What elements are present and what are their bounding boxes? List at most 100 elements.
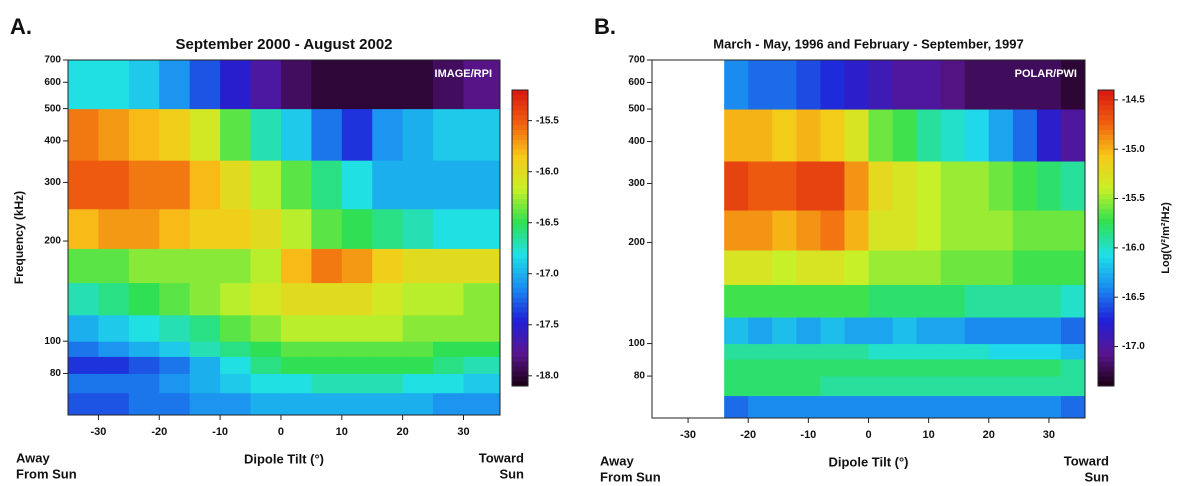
- colorbar-slice: [1098, 99, 1114, 106]
- colorbar-slice: [512, 188, 528, 195]
- colorbar-slice: [512, 252, 528, 259]
- heat-cell: [748, 284, 773, 318]
- heat-cell: [311, 356, 343, 374]
- colorbar-slice: [512, 213, 528, 219]
- colorbar-slice: [1098, 252, 1114, 259]
- y-tick-label: 200: [628, 237, 645, 248]
- colorbar-slice: [512, 326, 528, 333]
- heat-cell: [748, 109, 773, 162]
- heat-cell: [724, 358, 749, 377]
- heat-cell: [1012, 284, 1038, 318]
- heat-cell: [463, 356, 501, 374]
- heat-cell: [402, 60, 434, 110]
- heat-cell: [372, 341, 404, 357]
- heat-cell: [1012, 210, 1038, 251]
- panel-label: B.: [594, 14, 616, 39]
- colorbar-slice: [512, 154, 528, 160]
- heat-cell: [128, 208, 160, 249]
- heat-cell: [1012, 358, 1038, 377]
- colorbar-slice: [512, 302, 528, 308]
- colorbar-slice: [1098, 272, 1114, 278]
- heat-cell: [311, 248, 343, 284]
- heat-cell: [820, 395, 845, 419]
- heat-cell: [463, 314, 501, 342]
- colorbar-slice: [512, 238, 528, 244]
- colorbar-slice: [512, 183, 528, 190]
- heat-cell: [772, 250, 797, 285]
- heat-cell: [463, 208, 501, 249]
- heat-cell: [892, 161, 918, 211]
- heat-cell: [724, 210, 749, 251]
- heat-cell: [250, 108, 282, 161]
- colorbar-slice: [1098, 366, 1114, 372]
- heat-cell: [748, 376, 773, 397]
- heat-cell: [250, 392, 282, 416]
- heat-cell: [820, 60, 845, 110]
- colorbar-slice: [512, 262, 528, 269]
- colorbar-slice: [1098, 356, 1114, 362]
- heat-cell: [220, 282, 252, 316]
- colorbar-slice: [1098, 381, 1114, 387]
- colorbar-tick-label: -16.0: [536, 166, 559, 177]
- heat-cell: [796, 60, 821, 110]
- heat-cell: [724, 161, 749, 211]
- colorbar-slice: [512, 287, 528, 293]
- heat-cell: [189, 160, 221, 210]
- heat-cell: [280, 208, 312, 249]
- colorbar-slice: [1098, 233, 1114, 239]
- heat-cell: [772, 395, 797, 419]
- colorbar-slice: [1098, 351, 1114, 357]
- colorbar-tick-label: -16.0: [1122, 243, 1145, 254]
- heat-cell: [820, 376, 845, 397]
- heat-cell: [250, 341, 282, 357]
- heat-cell: [988, 109, 1014, 162]
- heat-cell: [341, 373, 373, 394]
- heat-cell: [159, 341, 191, 357]
- heat-cell: [1012, 109, 1038, 162]
- colorbar-slice: [1098, 238, 1114, 244]
- heat-cell: [868, 343, 894, 360]
- heat-cell: [844, 109, 869, 162]
- heat-cell: [433, 314, 464, 342]
- heat-cell: [892, 395, 918, 419]
- heat-cell: [159, 108, 191, 161]
- heat-cell: [844, 343, 869, 360]
- end-label-left: From Sun: [600, 469, 661, 484]
- colorbar-slice: [1098, 109, 1114, 116]
- heat-cell: [868, 109, 894, 162]
- colorbar-slice: [512, 104, 528, 111]
- heat-cell: [341, 108, 373, 161]
- heat-cell: [189, 108, 221, 161]
- y-tick-label: 100: [44, 336, 61, 347]
- heat-cell: [463, 60, 501, 110]
- panel-label: A.: [10, 14, 32, 39]
- colorbar-slice: [1098, 316, 1114, 323]
- y-tick-label: 400: [628, 136, 645, 147]
- colorbar-slice: [1098, 139, 1114, 145]
- y-tick-label: 500: [628, 104, 645, 115]
- heat-cell: [748, 161, 773, 211]
- heat-cell: [988, 395, 1014, 419]
- x-axis-title: Dipole Tilt (°): [244, 451, 324, 466]
- plot-frame: [67, 59, 501, 416]
- heat-cell: [820, 358, 845, 377]
- end-label-left: From Sun: [16, 466, 77, 481]
- colorbar-slice: [1098, 203, 1114, 209]
- colorbar-slice: [1098, 247, 1114, 254]
- x-tick-label: 0: [278, 426, 284, 438]
- colorbar-slice: [1098, 104, 1114, 111]
- heat-cell: [402, 108, 434, 161]
- colorbar-slice: [1098, 188, 1114, 195]
- heat-cell: [820, 284, 845, 318]
- heat-cell: [892, 358, 918, 377]
- heat-cell: [128, 314, 160, 342]
- heat-cell: [159, 208, 191, 249]
- heat-cell: [463, 282, 501, 316]
- heat-cell: [1060, 358, 1086, 377]
- heat-cell: [372, 282, 404, 316]
- heat-cell: [463, 341, 501, 357]
- heat-cell: [159, 356, 191, 374]
- heat-cell: [433, 60, 464, 110]
- colorbar-slice: [512, 109, 528, 116]
- colorbar-slice: [1098, 213, 1114, 219]
